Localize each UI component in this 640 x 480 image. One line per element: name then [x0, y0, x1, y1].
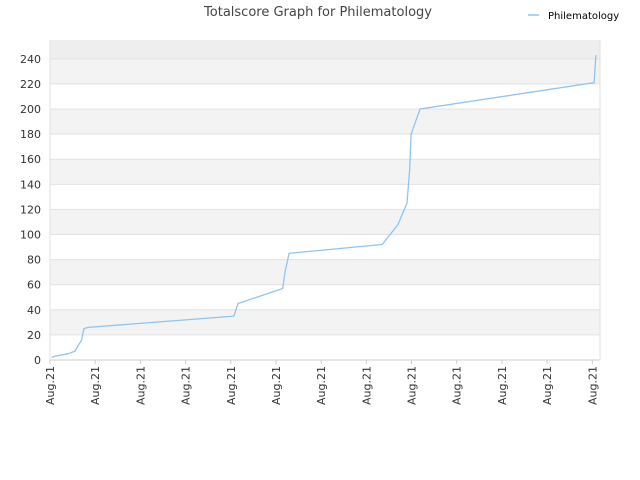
x-tick-label: Aug.21 — [89, 366, 102, 405]
plot-band — [50, 309, 600, 335]
x-tick-label: Aug.21 — [496, 366, 509, 405]
legend-label: Philematology — [548, 11, 619, 22]
x-tick-label: Aug.21 — [451, 366, 464, 405]
series-line — [51, 55, 597, 359]
x-tick-label: Aug.21 — [270, 366, 283, 405]
plot-band — [50, 58, 600, 84]
plot-band — [50, 159, 600, 185]
y-tick-label: 20 — [27, 329, 41, 342]
y-tick-label: 240 — [20, 53, 41, 66]
plot-band — [50, 40, 600, 59]
x-tick-label: Aug.21 — [225, 366, 238, 405]
y-tick-label: 0 — [34, 354, 41, 367]
x-tick-label: Aug.21 — [315, 366, 328, 405]
plot-band — [50, 109, 600, 135]
y-tick-label: 120 — [20, 203, 41, 216]
x-tick-label: Aug.21 — [360, 366, 373, 405]
y-tick-label: 60 — [27, 279, 41, 292]
x-tick-label: Aug.21 — [541, 366, 554, 405]
plot-band — [50, 259, 600, 285]
chart-title: Totalscore Graph for Philematology — [203, 5, 432, 20]
x-tick-label: Aug.21 — [586, 366, 599, 405]
y-tick-label: 200 — [20, 103, 41, 116]
x-tick-label: Aug.21 — [44, 366, 57, 405]
x-tick-label: Aug.21 — [406, 366, 419, 405]
y-tick-label: 40 — [27, 304, 41, 317]
y-tick-label: 180 — [20, 128, 41, 141]
y-tick-label: 80 — [27, 254, 41, 267]
y-tick-label: 140 — [20, 178, 41, 191]
y-tick-label: 220 — [20, 78, 41, 91]
plot-band — [50, 209, 600, 235]
x-tick-label: Aug.21 — [134, 366, 147, 405]
x-tick-label: Aug.21 — [180, 366, 193, 405]
y-tick-label: 100 — [20, 229, 41, 242]
y-tick-label: 160 — [20, 153, 41, 166]
